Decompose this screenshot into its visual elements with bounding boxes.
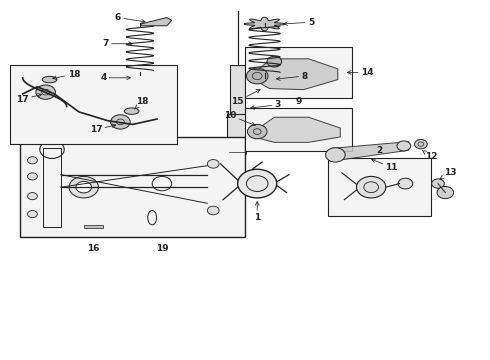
Text: 6: 6 bbox=[115, 13, 145, 23]
Polygon shape bbox=[141, 18, 171, 26]
Circle shape bbox=[69, 176, 98, 198]
Polygon shape bbox=[84, 225, 103, 228]
Circle shape bbox=[432, 179, 444, 188]
Circle shape bbox=[27, 211, 37, 218]
Text: 5: 5 bbox=[284, 18, 314, 27]
Bar bbox=[43, 148, 61, 226]
Circle shape bbox=[397, 141, 411, 151]
Circle shape bbox=[76, 181, 92, 193]
Text: 3: 3 bbox=[251, 100, 281, 109]
Text: 11: 11 bbox=[372, 159, 398, 172]
Text: 1: 1 bbox=[254, 202, 260, 222]
Polygon shape bbox=[254, 78, 275, 85]
Circle shape bbox=[398, 178, 413, 189]
Circle shape bbox=[246, 68, 268, 84]
Bar bbox=[10, 65, 176, 144]
Text: 18: 18 bbox=[135, 97, 148, 109]
Ellipse shape bbox=[42, 76, 57, 83]
Text: 17: 17 bbox=[90, 124, 116, 134]
Ellipse shape bbox=[124, 108, 139, 114]
Circle shape bbox=[247, 125, 267, 139]
Circle shape bbox=[267, 56, 282, 67]
Text: 2: 2 bbox=[376, 146, 383, 155]
Bar bbox=[230, 65, 245, 116]
Text: 9: 9 bbox=[295, 97, 302, 106]
Polygon shape bbox=[129, 74, 151, 83]
Text: 18: 18 bbox=[53, 70, 80, 80]
Circle shape bbox=[207, 159, 219, 168]
Text: 4: 4 bbox=[100, 73, 130, 82]
Text: 19: 19 bbox=[156, 244, 168, 253]
Circle shape bbox=[357, 176, 386, 198]
Polygon shape bbox=[254, 59, 338, 90]
Bar bbox=[328, 158, 431, 216]
Circle shape bbox=[207, 206, 219, 215]
Text: 10: 10 bbox=[224, 111, 255, 126]
Circle shape bbox=[27, 193, 37, 200]
Circle shape bbox=[437, 186, 454, 199]
Circle shape bbox=[27, 173, 37, 180]
Bar bbox=[245, 108, 352, 151]
Polygon shape bbox=[254, 117, 340, 142]
Circle shape bbox=[36, 85, 55, 99]
Polygon shape bbox=[331, 141, 409, 161]
Text: 12: 12 bbox=[422, 150, 438, 161]
Text: 8: 8 bbox=[276, 72, 308, 81]
Circle shape bbox=[111, 115, 130, 129]
Bar bbox=[20, 137, 245, 237]
Circle shape bbox=[326, 148, 345, 162]
Text: 7: 7 bbox=[102, 39, 132, 48]
Text: 13: 13 bbox=[440, 168, 457, 179]
Bar bbox=[245, 47, 352, 98]
Polygon shape bbox=[244, 17, 285, 31]
Text: 14: 14 bbox=[347, 68, 373, 77]
Bar bbox=[227, 114, 248, 148]
Circle shape bbox=[27, 157, 37, 164]
Text: 16: 16 bbox=[87, 244, 100, 253]
Circle shape bbox=[415, 139, 427, 149]
Text: 17: 17 bbox=[16, 94, 42, 104]
Circle shape bbox=[238, 169, 277, 198]
Text: 15: 15 bbox=[231, 90, 260, 105]
